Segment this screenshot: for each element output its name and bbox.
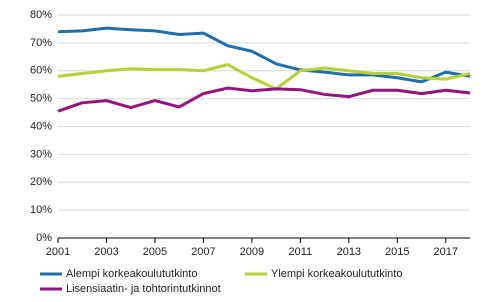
x-tick-label: 2005 [143,246,167,258]
x-tick-label: 2001 [46,246,70,258]
series-line [57,63,471,91]
y-tick-label: 40% [30,120,52,132]
x-tick-label: 2007 [191,246,215,258]
y-tick-label: 20% [30,176,52,188]
x-tick-label: 2003 [94,246,118,258]
legend-label: Lisensiaatin- ja tohtorintutkinnot [66,283,221,295]
legend-label: Alempi korkeakoulututkinto [66,268,197,280]
y-tick-label: 80% [30,9,52,21]
y-tick-label: 0% [36,232,52,244]
y-tick-label: 50% [30,93,52,105]
y-tick-label: 60% [30,65,52,77]
x-tick-label: 2015 [385,246,409,258]
x-tick-label: 2017 [434,246,458,258]
x-tick-label: 2011 [289,246,313,258]
y-tick-label: 70% [30,37,52,49]
legend-label: Ylempi korkeakoulututkinto [271,268,402,280]
y-tick-label: 30% [30,148,52,160]
series-line [57,26,471,84]
x-tick-label: 2009 [240,246,264,258]
series-line [57,86,471,113]
x-tick-label: 2013 [337,246,361,258]
y-tick-label: 10% [30,204,52,216]
